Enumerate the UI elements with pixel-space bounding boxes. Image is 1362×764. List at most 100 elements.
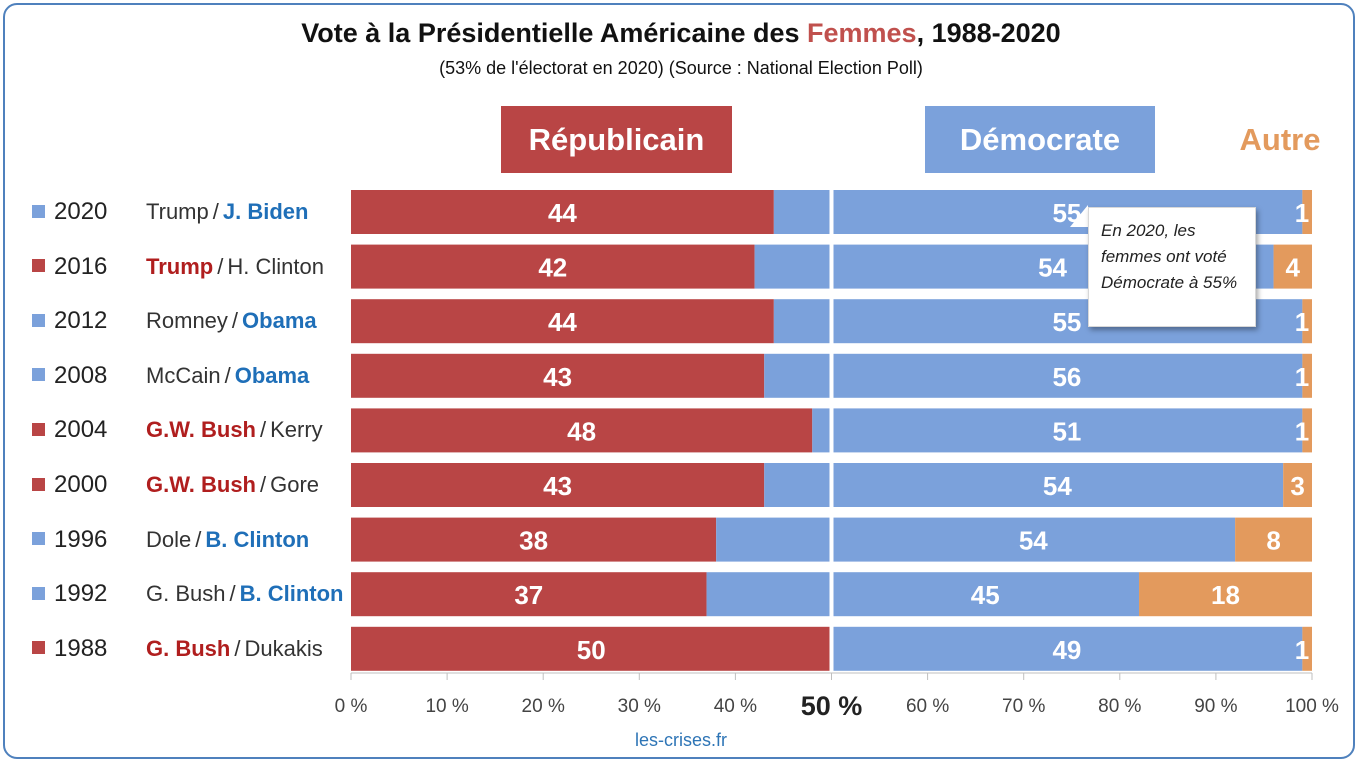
candidate-separator: / <box>195 526 202 552</box>
bar-rep-2000 <box>351 463 765 507</box>
rep-candidate: McCain <box>146 362 221 388</box>
row-year: 2020 <box>54 198 108 225</box>
row-label-2012: 2012 Romney / Obama <box>32 306 317 336</box>
callout-note: En 2020, les femmes ont voté Démocrate à… <box>1088 207 1256 327</box>
bar-rep-1996 <box>351 517 717 562</box>
label-rep-2004: 48 <box>567 416 596 446</box>
row-year: 2012 <box>54 307 108 335</box>
header-autre: Autre <box>1239 122 1321 157</box>
label-oth-2004: 1 <box>1295 416 1309 446</box>
bar-dem-1992 <box>706 572 1140 617</box>
bar-dem-2004 <box>812 408 1303 453</box>
row-label-1988: 1988 G. Bush / Dukakis <box>32 634 323 664</box>
x-tick-label: 0 % <box>335 696 368 717</box>
label-oth-1988: 1 <box>1295 635 1309 665</box>
rep-candidate: G. Bush <box>146 635 231 661</box>
dem-candidate: Kerry <box>270 417 323 443</box>
dem-candidate: Gore <box>270 472 320 497</box>
dem-candidate: B. Clinton <box>205 526 310 552</box>
x-tick-label: 60 % <box>906 696 949 717</box>
rep-candidate: G. Bush <box>146 581 226 607</box>
label-dem-2004: 51 <box>1052 416 1081 446</box>
label-rep-2016: 42 <box>538 253 567 283</box>
rep-candidate: Trump <box>146 253 214 279</box>
label-oth-1992: 18 <box>1211 580 1240 610</box>
bar-rep-2012 <box>351 299 774 344</box>
bar-rep-1992 <box>351 572 707 617</box>
x-tick-label: 100 % <box>1285 696 1339 717</box>
row-label-1992: 1992 G. Bush / B. Clinton <box>32 579 343 609</box>
bar-dem-2000 <box>764 463 1284 507</box>
bar-oth-2008 <box>1302 353 1312 398</box>
winner-square <box>32 532 45 546</box>
bar-oth-2020 <box>1302 190 1312 234</box>
candidate-separator: / <box>224 362 231 388</box>
label-rep-1992: 37 <box>514 580 543 610</box>
winner-square <box>32 259 45 273</box>
x-tick-label: 20 % <box>522 696 565 717</box>
rep-candidate: Trump <box>146 199 209 224</box>
label-oth-2020: 1 <box>1295 198 1309 228</box>
rep-candidate: G.W. Bush <box>146 417 256 443</box>
bar-rep-2016 <box>351 244 755 289</box>
label-rep-2000: 43 <box>543 471 572 501</box>
x-tick-label: 40 % <box>714 696 757 717</box>
x-tick-label: 90 % <box>1194 696 1237 717</box>
label-dem-1992: 45 <box>971 580 1000 610</box>
x-tick-label: 10 % <box>425 696 468 717</box>
winner-square <box>32 641 45 655</box>
label-dem-2008: 56 <box>1052 362 1081 392</box>
x-tick-label: 30 % <box>618 696 661 717</box>
label-oth-2012: 1 <box>1295 307 1309 337</box>
label-dem-1988: 49 <box>1052 635 1081 665</box>
bar-oth-2012 <box>1302 299 1312 344</box>
winner-square <box>32 586 45 600</box>
bar-oth-2004 <box>1302 408 1312 453</box>
label-rep-2008: 43 <box>543 362 572 392</box>
rep-candidate: G.W. Bush <box>146 472 256 497</box>
bar-dem-1996 <box>716 517 1236 562</box>
row-label-2004: 2004 G.W. Bush / Kerry <box>32 415 323 445</box>
title-highlight: Femmes <box>807 18 917 48</box>
label-rep-2012: 44 <box>548 307 577 337</box>
row-label-2016: 2016 Trump / H. Clinton <box>32 252 324 282</box>
label-rep-1988: 50 <box>577 635 606 665</box>
x-tick-label: 70 % <box>1002 696 1045 717</box>
row-label-2000: 2000 G.W. Bush / Gore <box>32 470 319 500</box>
dem-candidate: Dukakis <box>244 635 323 661</box>
bar-rep-1988 <box>351 626 832 671</box>
label-dem-2000: 54 <box>1043 471 1072 501</box>
bar-rep-2008 <box>351 353 765 398</box>
candidate-separator: / <box>260 417 267 443</box>
row-label-2020: 2020 Trump / J. Biden <box>32 197 308 227</box>
bar-oth-1996 <box>1235 517 1312 562</box>
candidate-separator: / <box>260 472 267 497</box>
winner-square <box>32 477 45 491</box>
row-year: 2008 <box>54 361 108 389</box>
row-year: 1992 <box>54 580 108 608</box>
candidate-separator: / <box>234 635 241 661</box>
winner-square <box>32 423 45 437</box>
row-year: 2016 <box>54 252 108 280</box>
x-tick-label: 50 % <box>801 691 863 721</box>
bar-dem-1988 <box>831 626 1303 671</box>
row-label-1996: 1996 Dole / B. Clinton <box>32 525 309 555</box>
bar-rep-2020 <box>351 190 774 234</box>
bar-oth-2000 <box>1283 463 1312 507</box>
chart-subtitle: (53% de l'électorat en 2020) (Source : N… <box>439 58 923 78</box>
winner-square <box>32 368 45 382</box>
label-dem-1996: 54 <box>1019 526 1048 556</box>
candidate-separator: / <box>212 199 219 224</box>
midline-50 <box>829 186 834 678</box>
row-year: 2000 <box>54 471 108 498</box>
dem-candidate: Obama <box>242 308 317 334</box>
candidate-separator: / <box>217 253 224 279</box>
label-oth-1996: 8 <box>1266 526 1280 556</box>
dem-candidate: B. Clinton <box>239 581 344 607</box>
bar-oth-2016 <box>1273 244 1312 289</box>
label-dem-2016: 54 <box>1038 253 1067 283</box>
source-credit: les-crises.fr <box>634 730 727 750</box>
header-democrate: Démocrate <box>925 106 1155 173</box>
header-republicain: Républicain <box>501 106 732 173</box>
